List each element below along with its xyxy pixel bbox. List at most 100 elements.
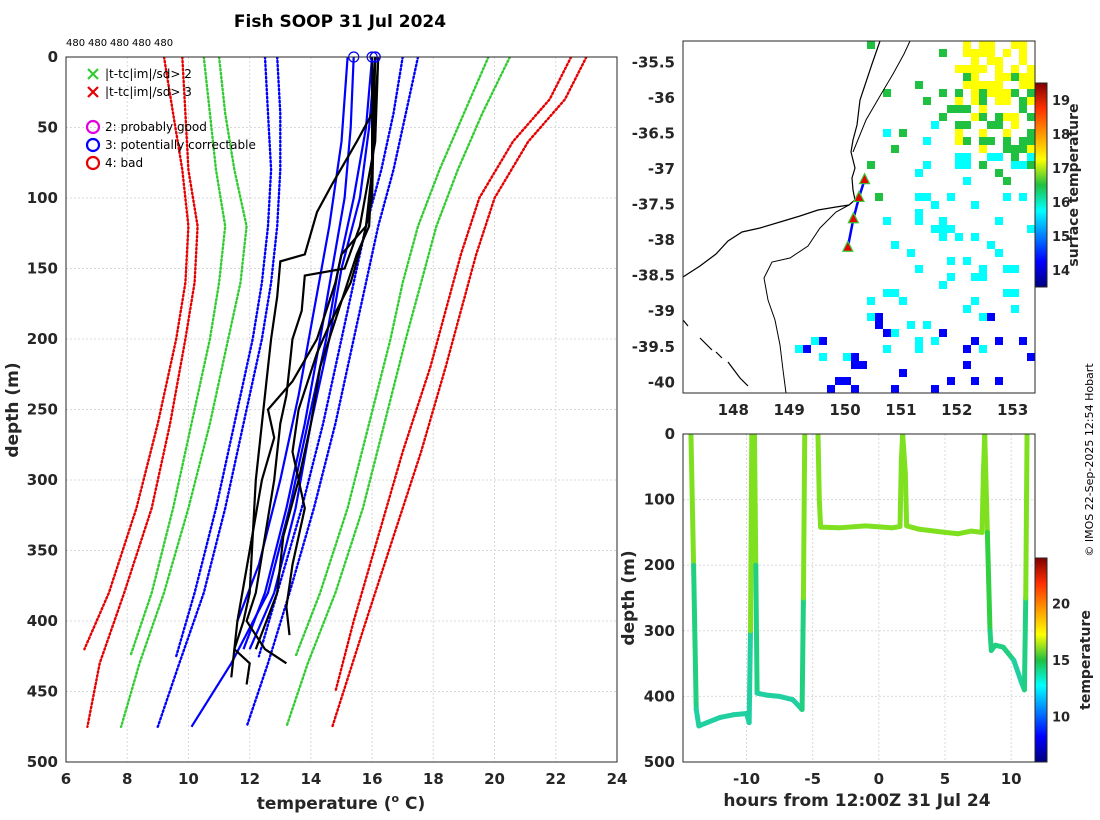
map-colorbar: [1034, 82, 1048, 288]
sst-cell: [995, 121, 1003, 129]
sst-cell: [891, 289, 899, 297]
y-axis-label: depth (m): [3, 362, 23, 457]
sst-cell: [1027, 81, 1035, 89]
ts-x-tick-label: 5: [940, 770, 950, 788]
climatology-line: [174, 57, 273, 658]
sst-cell: [947, 193, 955, 201]
top-count-label: 480: [132, 38, 151, 49]
sst-cell: [1019, 145, 1027, 153]
sst-cell: [931, 201, 939, 209]
sst-cell: [939, 329, 947, 337]
y-tick-label: 50: [37, 119, 58, 137]
ts-y-tick-label: 400: [644, 687, 675, 705]
sst-cell: [915, 209, 923, 217]
sst-cell: [915, 169, 923, 177]
ts-y-axis-label: depth (m): [619, 550, 639, 645]
sst-cell: [1019, 41, 1027, 49]
map-y-tick-label: -39: [648, 302, 675, 320]
map-y-tick-label: -37: [648, 160, 675, 178]
ts-trace-segment: [815, 434, 822, 503]
sst-cell: [1011, 153, 1019, 161]
sst-cell: [1019, 193, 1027, 201]
y-tick-label: 150: [27, 260, 58, 278]
ts-x-tick-label: 10: [1001, 770, 1022, 788]
sst-cell: [939, 281, 947, 289]
ship-track: [846, 179, 866, 248]
sst-cell: [867, 313, 875, 321]
sst-cell: [963, 345, 971, 353]
sst-cell: [963, 105, 971, 113]
coastline: [683, 41, 881, 278]
sst-cell: [1019, 97, 1027, 105]
sst-cell: [971, 113, 979, 121]
ts-trace-segment: [979, 470, 986, 535]
timeseries-background: [683, 434, 1035, 762]
sst-cell: [963, 177, 971, 185]
map-x-tick-label: 151: [885, 401, 916, 419]
sst-cell: [955, 97, 963, 105]
x-tick-label: 10: [178, 770, 199, 788]
climatology-line: [331, 57, 588, 728]
sst-cell: [971, 337, 979, 345]
sst-cell: [875, 321, 883, 329]
sst-cell: [1003, 97, 1011, 105]
x-tick-label: 20: [484, 770, 505, 788]
y-tick-label: 0: [48, 48, 58, 66]
sst-cell: [995, 169, 1003, 177]
sst-cell: [931, 337, 939, 345]
ts-trace-segment: [688, 434, 697, 568]
sst-cell: [1011, 265, 1019, 273]
sst-cell: [883, 329, 891, 337]
map-colorbar-tick: 14: [1052, 264, 1070, 279]
sst-cell: [963, 81, 971, 89]
top-count-label: 480: [110, 38, 129, 49]
sst-cell: [1011, 305, 1019, 313]
x-tick-label: 16: [362, 770, 383, 788]
sst-cell: [1027, 97, 1035, 105]
black-profile-line: [245, 57, 380, 665]
map-colorbar-tick: 17: [1052, 162, 1070, 177]
ts-colorbar-tick: 10: [1052, 711, 1070, 726]
sst-cell: [971, 297, 979, 305]
sst-cell: [987, 137, 995, 145]
ts-trace-segment: [746, 628, 753, 726]
map-colorbar-tick: 18: [1052, 128, 1070, 143]
sst-cell: [811, 337, 819, 345]
sst-cell: [987, 89, 995, 97]
drop-marker: [847, 211, 860, 224]
sst-cell: [891, 241, 899, 249]
y-tick-label: 500: [27, 753, 58, 771]
ts-trace-segment: [916, 526, 948, 535]
ts-trace-segment: [799, 595, 806, 713]
map-y-tick-label: -39.5: [632, 338, 675, 356]
sst-cell: [955, 137, 963, 145]
sst-cell: [923, 97, 931, 105]
sst-cell: [979, 41, 987, 49]
black-profile-line: [254, 57, 380, 650]
sst-cell: [971, 273, 979, 281]
y-tick-label: 300: [27, 471, 58, 489]
sst-cell: [963, 65, 971, 73]
map-x-tick-label: 152: [941, 401, 972, 419]
sst-cell: [827, 385, 835, 393]
y-tick-label: 400: [27, 612, 58, 630]
sst-cell: [1011, 121, 1019, 129]
sst-cell: [963, 361, 971, 369]
credit-text: © IMOS 22-Sep-2025 12:54 Hobart: [1083, 363, 1096, 557]
sst-cell: [995, 81, 1003, 89]
sst-cell: [939, 233, 947, 241]
sst-cell: [851, 353, 859, 361]
sst-cell: [899, 297, 907, 305]
map-y-tick-label: -36.5: [632, 124, 675, 142]
sst-cell: [915, 193, 923, 201]
sst-cell: [939, 89, 947, 97]
x-tick-label: 22: [545, 770, 566, 788]
sst-cell: [835, 377, 843, 385]
sst-cell: [931, 225, 939, 233]
sst-cell: [947, 105, 955, 113]
sst-cell: [947, 225, 955, 233]
sst-cell: [891, 385, 899, 393]
climatology-line: [156, 57, 282, 728]
ts-trace-segment: [693, 707, 702, 729]
